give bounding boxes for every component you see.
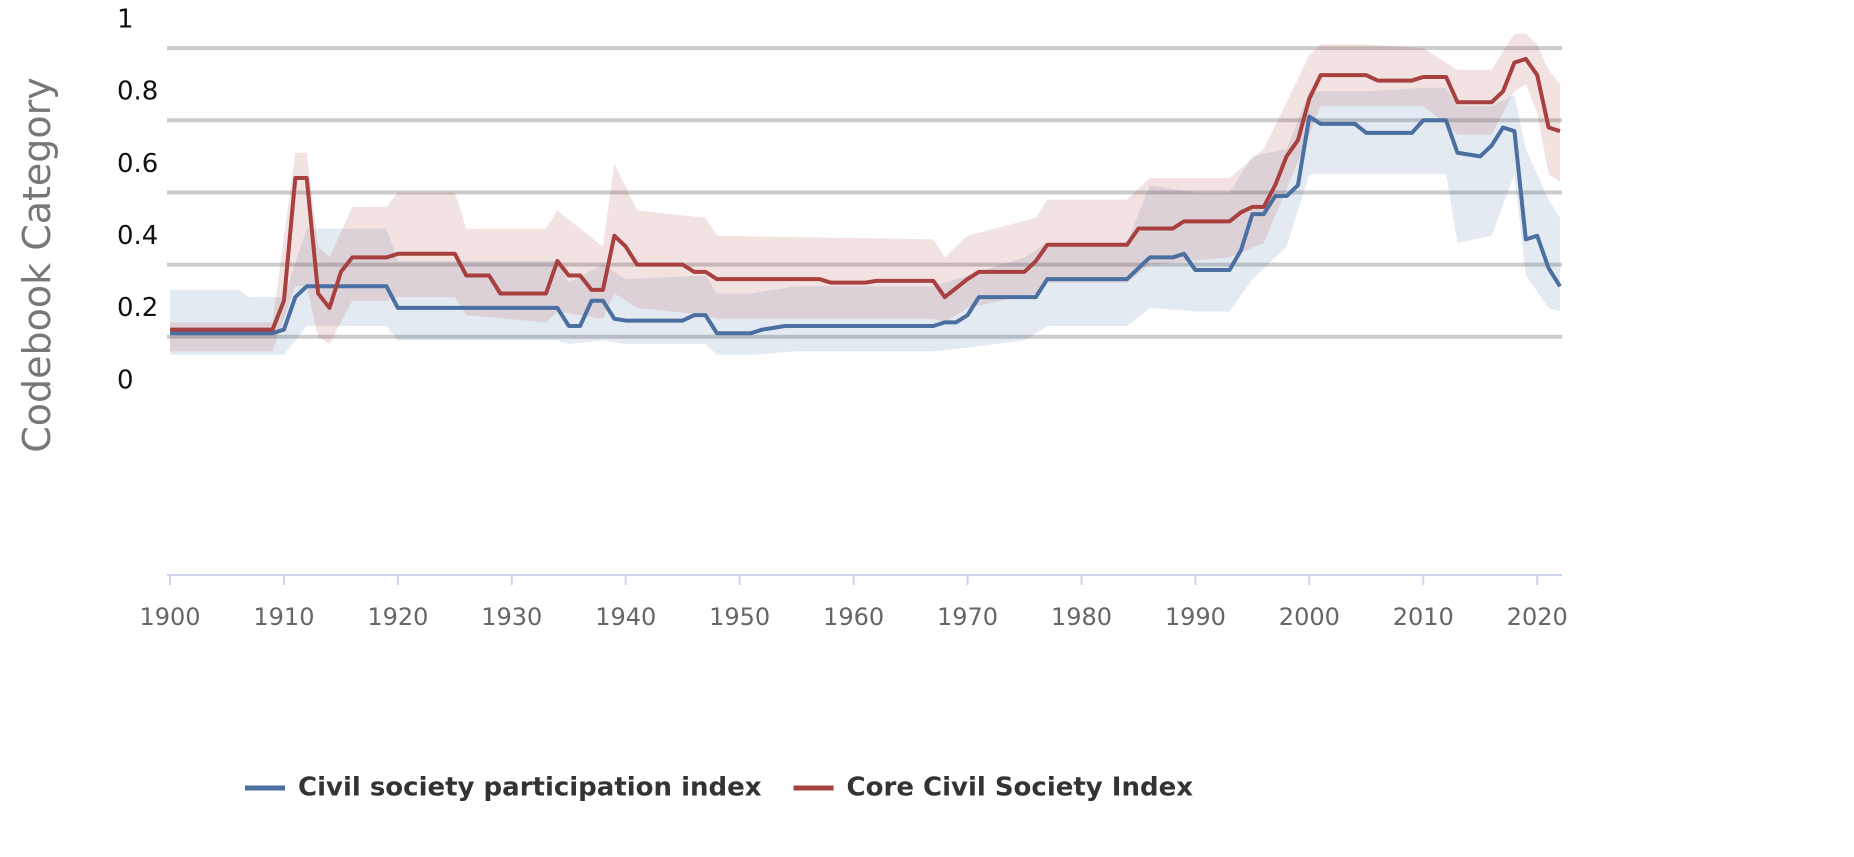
x-tick-label: 1980 bbox=[1051, 603, 1112, 631]
y-tick-label: 0.4 bbox=[117, 221, 158, 251]
legend-label: Civil society participation index bbox=[298, 773, 762, 803]
x-tick-label: 1990 bbox=[1165, 603, 1226, 631]
x-tick-label: 1960 bbox=[823, 603, 884, 631]
y-axis-title: Codebook Category bbox=[15, 77, 59, 453]
confidence-band bbox=[170, 87, 1560, 355]
confidence-band bbox=[170, 33, 1560, 352]
x-tick-label: 1970 bbox=[937, 603, 998, 631]
x-tick-label: 1900 bbox=[139, 603, 200, 631]
x-tick-label: 1910 bbox=[253, 603, 314, 631]
x-tick-label: 2000 bbox=[1279, 603, 1340, 631]
x-tick-label: 1950 bbox=[709, 603, 770, 631]
x-tick-label: 2020 bbox=[1507, 603, 1568, 631]
legend-label: Core Civil Society Index bbox=[847, 773, 1194, 803]
x-tick-label: 1920 bbox=[367, 603, 428, 631]
x-tick-label: 2010 bbox=[1393, 603, 1454, 631]
y-tick-label: 0.6 bbox=[117, 149, 158, 179]
y-tick-label: 0 bbox=[117, 365, 134, 395]
line bbox=[170, 56, 1561, 332]
x-tick-label: 1940 bbox=[595, 603, 656, 631]
y-tick-label: 0.8 bbox=[117, 77, 158, 107]
y-tick-label: 0.2 bbox=[117, 293, 158, 323]
x-tick-label: 1930 bbox=[481, 603, 542, 631]
line bbox=[170, 114, 1562, 336]
y-tick-label: 1 bbox=[117, 5, 134, 35]
